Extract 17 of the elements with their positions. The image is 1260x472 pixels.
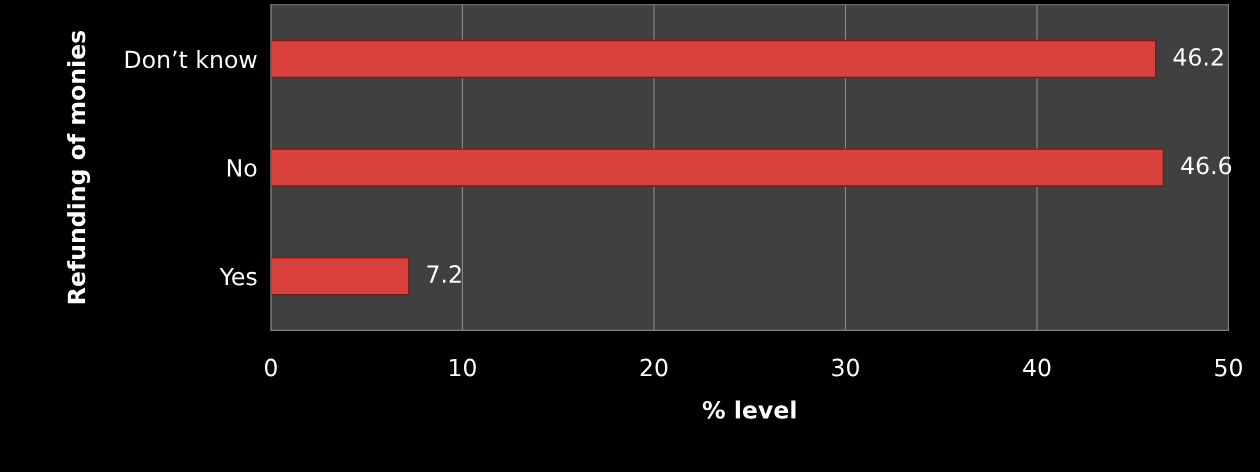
x-tick-label: 40 xyxy=(1023,358,1051,377)
y-tick-label: Yes xyxy=(219,267,257,286)
bar xyxy=(270,256,410,296)
bar xyxy=(270,39,1157,79)
y-axis-title: Refunding of monies xyxy=(67,30,91,304)
data-label: 7.2 xyxy=(427,265,461,283)
x-tick-label: 0 xyxy=(264,358,277,377)
data-label: 46.2 xyxy=(1173,47,1223,66)
y-tick-label: Don’t know xyxy=(125,50,257,69)
x-axis-title: % level xyxy=(702,400,796,419)
x-tick-label: 50 xyxy=(1215,358,1242,377)
x-tick-label: 20 xyxy=(640,358,668,377)
x-tick-label: 30 xyxy=(832,358,859,377)
y-tick-label: No xyxy=(227,159,257,177)
data-label: 46.6 xyxy=(1181,156,1232,175)
bar xyxy=(270,148,1165,187)
x-tick-label: 10 xyxy=(449,358,476,377)
